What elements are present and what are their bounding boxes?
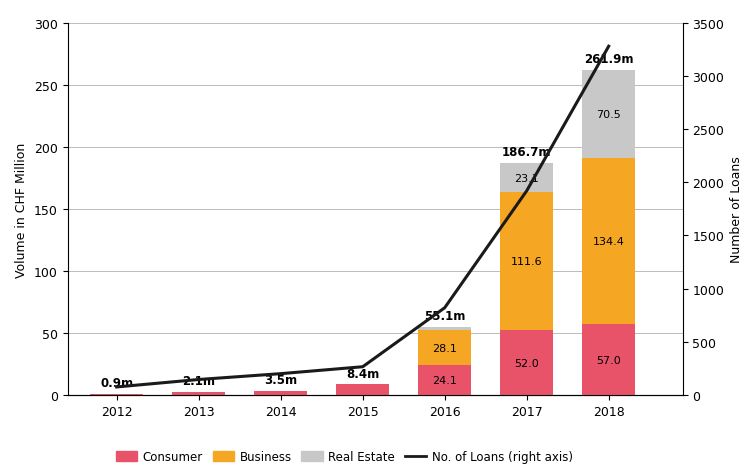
Text: 2.1m: 2.1m	[182, 375, 215, 387]
Bar	[90, 394, 143, 395]
Text: 24.1: 24.1	[432, 375, 457, 385]
Y-axis label: Number of Loans: Number of Loans	[730, 156, 742, 263]
Text: 134.4: 134.4	[592, 237, 625, 247]
Bar	[500, 193, 554, 331]
Text: 57.0: 57.0	[596, 355, 621, 365]
Bar	[500, 331, 554, 395]
Text: 186.7m: 186.7m	[502, 146, 551, 159]
Bar	[336, 385, 389, 395]
Bar	[582, 71, 635, 158]
Text: 70.5: 70.5	[596, 109, 621, 119]
Text: 111.6: 111.6	[511, 257, 542, 267]
Legend: Consumer, Business, Real Estate, No. of Loans (right axis): Consumer, Business, Real Estate, No. of …	[111, 446, 578, 468]
Text: 261.9m: 261.9m	[584, 53, 634, 66]
Bar	[418, 365, 471, 395]
Bar	[172, 393, 225, 395]
Bar	[582, 325, 635, 395]
Text: 3.5m: 3.5m	[264, 373, 297, 386]
Bar	[418, 327, 471, 330]
Text: 8.4m: 8.4m	[346, 367, 380, 380]
Bar	[500, 164, 554, 193]
Bar	[418, 330, 471, 365]
Bar	[582, 158, 635, 325]
Text: 28.1: 28.1	[432, 343, 457, 353]
Text: 55.1m: 55.1m	[424, 309, 466, 322]
Y-axis label: Volume in CHF Million: Volume in CHF Million	[15, 142, 28, 277]
Text: 23.1: 23.1	[514, 173, 539, 183]
Text: 52.0: 52.0	[514, 358, 539, 368]
Text: 0.9m: 0.9m	[100, 376, 134, 389]
Bar	[254, 391, 308, 395]
